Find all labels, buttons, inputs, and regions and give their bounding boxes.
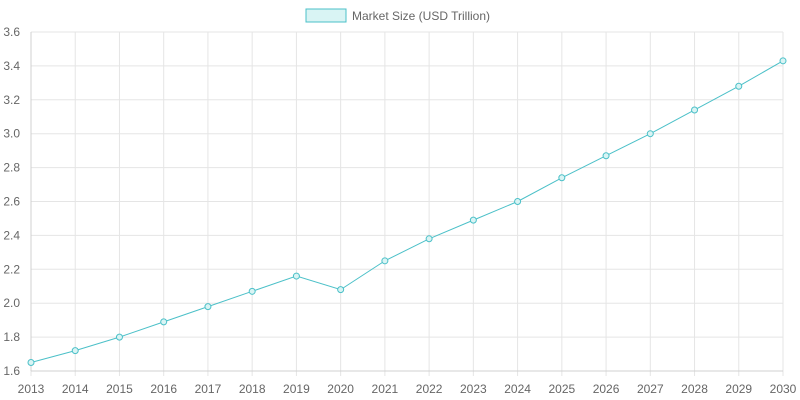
data-point[interactable]	[337, 286, 345, 294]
y-tick-label: 3.4	[3, 59, 20, 73]
series-layer	[27, 57, 787, 367]
data-point[interactable]	[514, 198, 522, 205]
y-tick-label: 2.0	[3, 296, 20, 310]
legend[interactable]: Market Size (USD Trillion)	[305, 8, 490, 23]
data-point[interactable]	[160, 318, 168, 326]
y-tick-label: 1.6	[3, 364, 20, 378]
y-tick-label: 2.6	[3, 195, 20, 209]
x-tick-label: 2025	[548, 382, 575, 396]
y-tick-label: 3.6	[3, 25, 20, 39]
series-line	[30, 60, 784, 364]
y-tick-label: 1.8	[3, 330, 20, 344]
data-point[interactable]	[425, 235, 433, 243]
x-tick-label: 2029	[725, 382, 752, 396]
data-point[interactable]	[691, 106, 699, 114]
x-tick-label: 2022	[416, 382, 443, 396]
x-tick-label: 2014	[62, 382, 89, 396]
y-tick-label: 3.2	[3, 93, 20, 107]
x-tick-label: 2024	[504, 382, 531, 396]
data-point[interactable]	[204, 303, 212, 311]
legend-swatch[interactable]	[305, 8, 347, 23]
data-point[interactable]	[735, 82, 743, 90]
x-tick-label: 2019	[283, 382, 310, 396]
x-tick-label: 2015	[106, 382, 133, 396]
x-tick-label: 2013	[18, 382, 45, 396]
y-tick-label: 2.4	[3, 228, 20, 242]
x-tick-label: 2030	[770, 382, 797, 396]
legend-label[interactable]: Market Size (USD Trillion)	[352, 9, 490, 23]
axes: 1.6 1.8 2.0 2.2 2.4 2.6 2.8 3.0 3.2 3.4 3.6 2013 201…	[3, 25, 796, 396]
x-tick-label: 2017	[195, 382, 222, 396]
x-tick-label: 2021	[372, 382, 399, 396]
data-point[interactable]	[248, 287, 256, 295]
y-tick-label: 3.0	[3, 127, 20, 141]
x-tick-label: 2016	[150, 382, 177, 396]
x-tick-label: 2027	[637, 382, 664, 396]
x-tick-label: 2026	[593, 382, 620, 396]
x-tick-label: 2023	[460, 382, 487, 396]
data-point[interactable]	[71, 347, 79, 355]
data-point[interactable]	[292, 272, 300, 280]
data-point[interactable]	[469, 216, 477, 224]
x-tick-label: 2018	[239, 382, 266, 396]
grid	[30, 31, 784, 376]
x-tick-label: 2020	[327, 382, 354, 396]
data-point[interactable]	[646, 130, 654, 138]
data-point[interactable]	[779, 57, 787, 65]
data-point[interactable]	[27, 359, 35, 367]
x-tick-label: 2028	[681, 382, 708, 396]
data-point[interactable]	[602, 152, 610, 160]
data-point[interactable]	[381, 257, 389, 265]
y-tick-label: 2.2	[3, 262, 20, 276]
y-tick-label: 2.8	[3, 161, 20, 175]
data-point[interactable]	[115, 333, 123, 341]
data-point[interactable]	[558, 174, 566, 182]
